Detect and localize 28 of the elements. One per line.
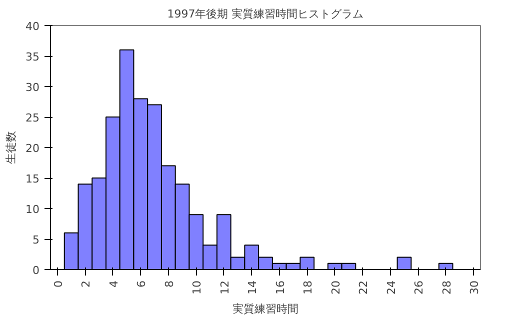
x-tick-label: 2 xyxy=(80,280,93,288)
y-tick-label: 40 xyxy=(26,20,40,33)
x-tick-label: 4 xyxy=(107,280,120,288)
y-tick-label: 25 xyxy=(26,112,40,124)
x-tick-label: 30 xyxy=(468,280,482,294)
y-axis-title: 生徒数 xyxy=(4,131,18,164)
y-tick-label: 5 xyxy=(32,234,40,246)
x-axis-title: 実質練習時間 xyxy=(232,302,298,316)
x-tick-label: 26 xyxy=(412,280,426,294)
x-tick-label: 22 xyxy=(357,280,370,294)
y-tick-label: 20 xyxy=(26,142,40,155)
x-tick-label: 0 xyxy=(52,280,65,288)
chart-title: 1997年後期 実質練習時間ヒストグラム xyxy=(167,8,364,20)
x-tick-label: 20 xyxy=(329,280,342,294)
x-tick-label: 8 xyxy=(162,280,176,288)
x-tick-label: 6 xyxy=(135,280,148,288)
x-tick-label: 28 xyxy=(440,280,454,294)
x-tick-label: 24 xyxy=(384,280,398,294)
x-tick-label: 12 xyxy=(218,280,232,294)
y-tick-label: 30 xyxy=(26,81,40,94)
x-tick-label: 10 xyxy=(190,280,204,294)
y-tick-label: 0 xyxy=(32,264,40,277)
y-tick-label: 10 xyxy=(26,203,40,216)
y-tick-label: 15 xyxy=(26,172,40,186)
x-tick-label: 14 xyxy=(246,280,260,294)
x-tick-label: 18 xyxy=(302,280,315,294)
y-tick-label: 35 xyxy=(26,50,40,64)
x-tick-label: 16 xyxy=(274,280,287,294)
